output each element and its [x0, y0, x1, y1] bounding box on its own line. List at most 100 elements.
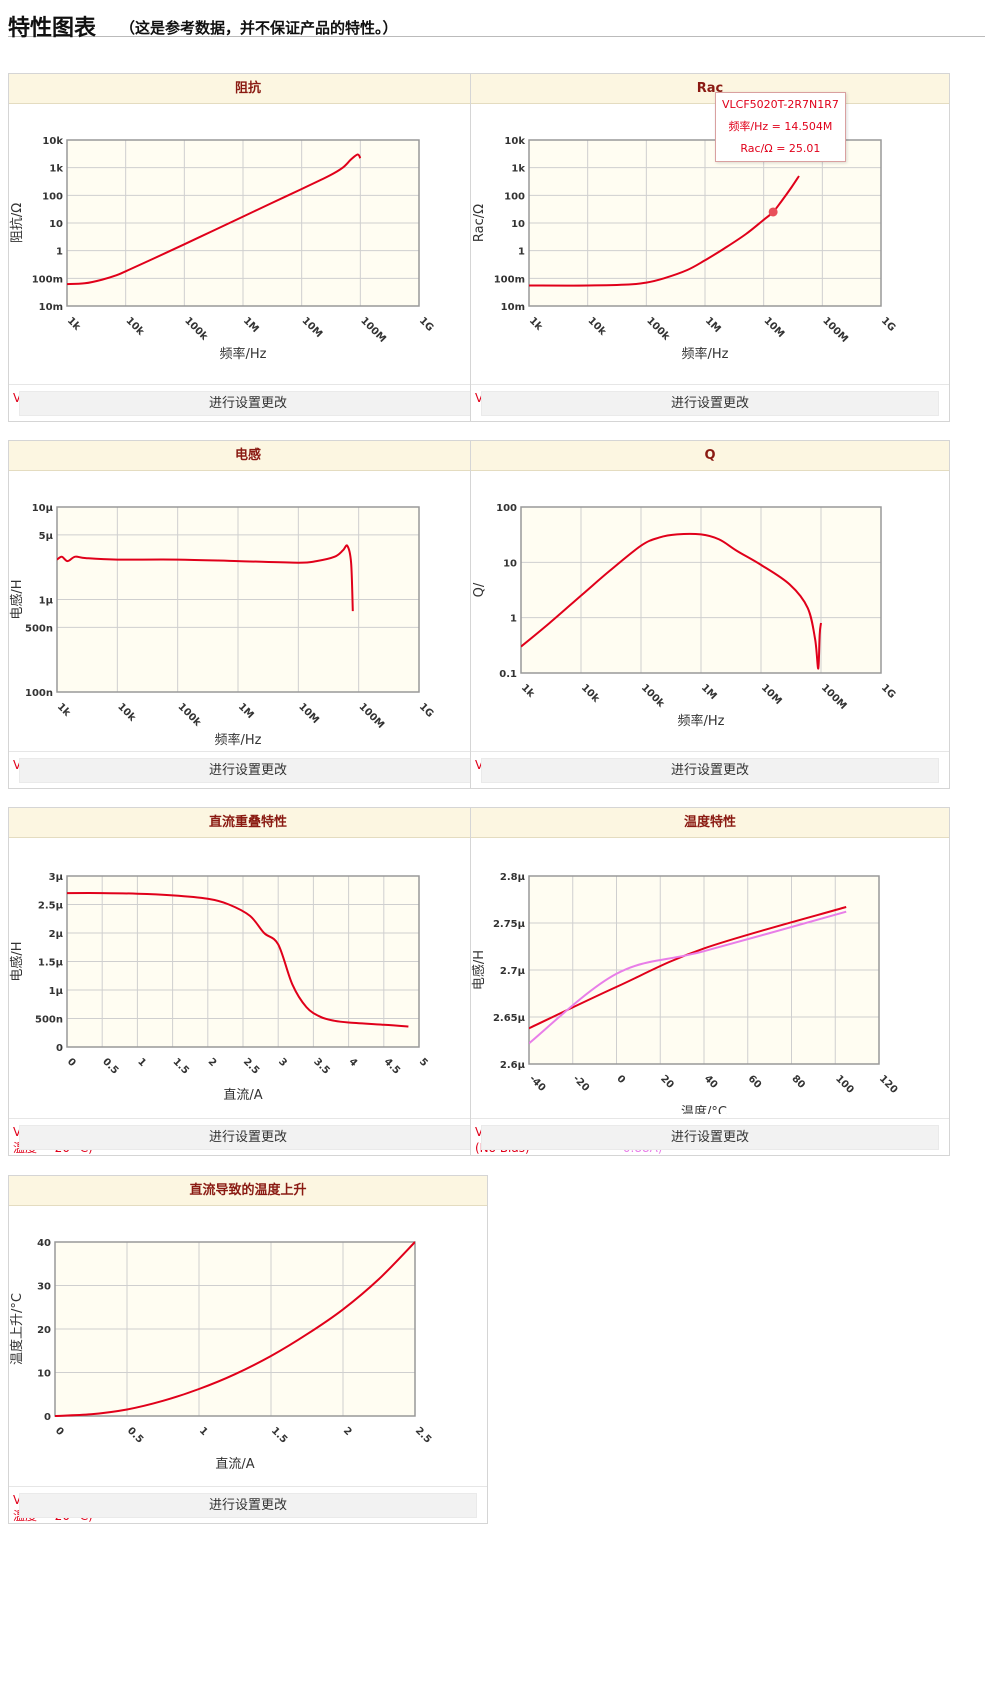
- chart-svg[interactable]: 0 0.5 1 1.5 2 2.5 3 3.5 4 4.5 5 0 500n 1µ 1.5µ 2µ 2.5µ 3µ…: [9, 838, 487, 1114]
- y-axis-title: 电感/H: [9, 579, 25, 619]
- chart-card-inductance: 电感 1k 10k 100k 1M 10M 100M 1G 100n 500n 1µ 5µ 10µ 频率/…: [8, 440, 488, 789]
- x-tick-label: 80: [789, 1073, 807, 1091]
- plot-frame: [528, 139, 882, 307]
- y-tick-label: 0: [44, 1412, 51, 1423]
- y-tick-label: 500n: [35, 1015, 63, 1026]
- chart-svg[interactable]: 1k 10k 100k 1M 10M 100M 1G 0.1 1 10 100 频率/Hz Q/: [471, 471, 949, 747]
- x-tick-label: 1M: [699, 682, 719, 702]
- series-line[interactable]: [57, 544, 354, 612]
- tooltip-line: 频率/Hz = 14.504M: [728, 120, 833, 133]
- chart-card-q: Q1k10k100k1M10M100M1G0.1110100频率/HzQ/VLC…: [470, 440, 950, 789]
- chart-title: 温度特性: [471, 808, 949, 838]
- series-line[interactable]: [67, 892, 409, 1028]
- y-tick-label: 100n: [25, 688, 53, 699]
- chart-title: 直流导致的温度上升: [9, 1176, 487, 1206]
- x-tick-label: 0: [53, 1425, 66, 1438]
- chart-svg[interactable]: 1k 10k 100k 1M 10M 100M 1G 10m 100m 1 10 100 1k 10k 频率…: [471, 104, 949, 380]
- page-title: 特性图表: [8, 16, 97, 41]
- change-settings-button[interactable]: 进行设置更改: [19, 1125, 477, 1150]
- change-settings-button[interactable]: 进行设置更改: [481, 1125, 939, 1150]
- chart-card-rac: Rac 1k 10k 100k 1M 10M 100M 1G 10m 100m 1 10 100 1k 10…: [470, 73, 950, 422]
- change-settings-button[interactable]: 进行设置更改: [481, 758, 939, 783]
- series-line[interactable]: [521, 532, 822, 670]
- y-tick-label: 100: [496, 503, 517, 514]
- change-settings-button[interactable]: 进行设置更改: [19, 758, 477, 783]
- series-line[interactable]: [67, 153, 362, 286]
- x-axis-title: 频率/Hz: [678, 713, 725, 729]
- y-tick-label: 100m: [494, 274, 525, 285]
- x-tick-label: 1G: [417, 701, 436, 720]
- x-tick-label: 5: [417, 1056, 430, 1069]
- x-tick-label: 1k: [519, 682, 537, 700]
- series-line[interactable]: [55, 1241, 415, 1417]
- x-tick-label: 10M: [759, 682, 784, 707]
- x-tick-label: 100M: [358, 315, 388, 345]
- y-tick-label: 2.75µ: [493, 919, 526, 930]
- y-tick-label: 2.5µ: [38, 901, 64, 912]
- series-line[interactable]: [529, 175, 800, 287]
- x-tick-label: 10k: [124, 315, 147, 338]
- series-line[interactable]: [529, 906, 847, 1030]
- chart-svg[interactable]: 1k 10k 100k 1M 10M 100M 1G 10m 100m 1 10 100 1k 10k 频率…: [9, 104, 487, 380]
- y-tick-label: 2.6µ: [500, 1060, 526, 1071]
- x-tick-label: 4: [346, 1056, 359, 1069]
- x-tick-label: 1M: [703, 315, 723, 335]
- x-tick-label: 1k: [527, 315, 545, 333]
- y-tick-label: 1k: [511, 164, 525, 175]
- change-settings-button[interactable]: 进行设置更改: [19, 1493, 477, 1518]
- x-tick-label: 4.5: [382, 1056, 402, 1076]
- y-tick-label: 20: [37, 1325, 51, 1336]
- x-tick-label: 1: [197, 1425, 210, 1438]
- y-axis-title: 温度上升/°C: [9, 1293, 25, 1365]
- x-tick-label: 0.5: [100, 1056, 120, 1076]
- y-tick-label: 100: [42, 191, 63, 202]
- chart-card-dc-bias: 直流重叠特性 0 0.5 1 1.5 2 2.5 3 3.5 4 4.5 5 0 500n 1µ 1.5µ 2µ…: [8, 807, 488, 1156]
- card-footer: 进行设置更改: [471, 1118, 949, 1155]
- x-tick-label: 2: [206, 1056, 219, 1069]
- plot-frame: [520, 506, 882, 674]
- chart-card-temp-char: 温度特性 -40 -20 0 20 40 60 80 100 120 2.6µ 2.65µ 2.7µ 2.…: [470, 807, 950, 1156]
- chart-card-temp-rise: 直流导致的温度上升 0 0.5 1 1.5 2 2.5 0 10 20 30 40 直流/A 温度上升/°…: [8, 1175, 488, 1524]
- chart-title: Q: [471, 441, 949, 471]
- x-axis-title: 温度/°C: [681, 1104, 727, 1114]
- y-axis-title: Q/: [472, 582, 487, 597]
- x-tick-label: 10k: [579, 682, 602, 705]
- chart-title: 阻抗: [9, 74, 487, 104]
- card-footer: 进行设置更改: [9, 751, 487, 788]
- y-tick-label: 3µ: [49, 872, 64, 883]
- x-tick-label: 0: [614, 1073, 627, 1086]
- x-tick-label: 1.5: [269, 1425, 289, 1445]
- x-tick-label: 1G: [879, 682, 898, 701]
- y-axis-title: 电感/H: [471, 950, 487, 990]
- chart-svg[interactable]: -40 -20 0 20 40 60 80 100 120 2.6µ 2.65µ 2.7µ 2.75µ 2…: [471, 838, 949, 1114]
- tooltip-line: VLCF5020T-2R7N1R7: [722, 98, 839, 111]
- x-tick-label: 1: [135, 1056, 148, 1069]
- x-tick-label: 100k: [639, 682, 666, 709]
- chart-title: 电感: [9, 441, 487, 471]
- chart-svg[interactable]: 0 0.5 1 1.5 2 2.5 0 10 20 30 40 直流/A 温度上升/°C: [9, 1206, 487, 1482]
- y-tick-label: 2µ: [49, 929, 64, 940]
- chart-title: 直流重叠特性: [9, 808, 487, 838]
- x-axis-title: 频率/Hz: [682, 346, 729, 362]
- series-line[interactable]: [529, 910, 847, 1045]
- x-tick-label: 10M: [296, 701, 321, 726]
- x-tick-label: 3.5: [311, 1056, 331, 1076]
- y-tick-label: 2.7µ: [500, 966, 526, 977]
- x-tick-label: 100k: [644, 315, 671, 342]
- y-axis-title: 电感/H: [9, 941, 25, 981]
- x-axis-title: 频率/Hz: [215, 732, 262, 747]
- x-tick-label: 100M: [357, 701, 387, 731]
- y-tick-label: 5µ: [39, 531, 54, 542]
- y-axis-title: 阻抗/Ω: [10, 203, 25, 243]
- y-tick-label: 10: [511, 219, 525, 230]
- chart-svg[interactable]: 1k 10k 100k 1M 10M 100M 1G 100n 500n 1µ 5µ 10µ 频率/Hz…: [9, 471, 487, 747]
- x-tick-label: 1M: [241, 315, 261, 335]
- x-tick-label: 1k: [65, 315, 83, 333]
- change-settings-button[interactable]: 进行设置更改: [19, 391, 477, 416]
- x-tick-label: 3: [276, 1056, 289, 1069]
- chart-title: Rac: [471, 74, 949, 104]
- y-tick-label: 100m: [32, 274, 63, 285]
- y-tick-label: 30: [37, 1282, 51, 1293]
- y-tick-label: 10µ: [32, 503, 54, 514]
- change-settings-button[interactable]: 进行设置更改: [481, 391, 939, 416]
